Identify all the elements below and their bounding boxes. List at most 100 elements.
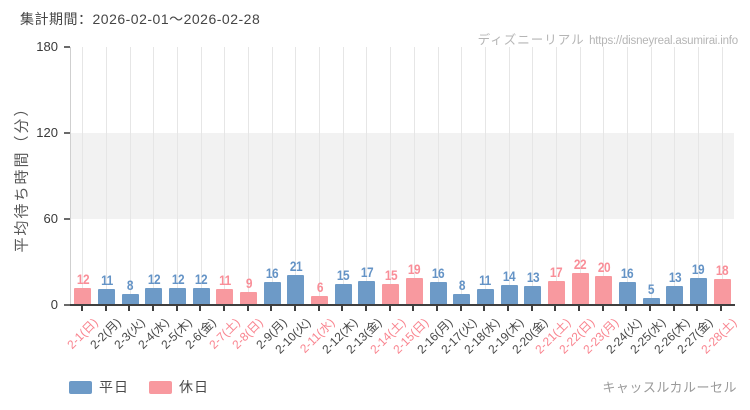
legend-label: 休日	[179, 379, 209, 395]
bar	[121, 293, 139, 305]
gridline	[319, 47, 321, 305]
bar-value-label: 16	[266, 266, 279, 282]
gridline	[106, 47, 108, 305]
gridline	[532, 47, 534, 305]
gridline	[603, 47, 605, 305]
bar	[476, 289, 494, 305]
x-tick-mark	[649, 306, 652, 311]
x-tick-mark	[578, 306, 581, 311]
bar-value-label: 17	[550, 264, 563, 280]
x-tick-mark	[104, 306, 107, 311]
bar	[595, 276, 613, 305]
x-tick-mark	[80, 306, 83, 311]
gridline	[508, 47, 510, 305]
period-label: 集計期間：2026-02-01～2026-02-28	[20, 11, 261, 27]
x-tick-mark	[246, 306, 249, 311]
bar-value-label: 12	[171, 271, 184, 287]
legend-swatch	[69, 380, 92, 394]
legend: 平日 休日	[69, 377, 209, 397]
gridline	[129, 47, 131, 305]
bar-value-label: 15	[384, 267, 397, 283]
bar	[405, 277, 423, 305]
x-tick-mark	[128, 306, 131, 311]
x-tick-mark	[601, 306, 604, 311]
bar	[74, 287, 92, 305]
x-tick-mark	[625, 306, 628, 311]
bar	[192, 287, 210, 305]
gridline	[177, 47, 179, 305]
x-tick-mark	[293, 306, 296, 311]
bar-value-label: 11	[219, 273, 231, 289]
x-tick-mark	[720, 306, 723, 311]
gridline	[295, 47, 297, 305]
bar	[642, 297, 660, 305]
gridline	[200, 47, 202, 305]
gridline	[342, 47, 344, 305]
x-tick-mark	[341, 306, 344, 311]
bar	[571, 273, 589, 305]
bar-value-label: 16	[621, 266, 634, 282]
bar-value-label: 13	[526, 270, 540, 286]
x-tick-mark	[151, 306, 154, 311]
gridline	[650, 47, 652, 305]
bar-value-label: 16	[431, 266, 445, 282]
gridline	[674, 47, 676, 305]
bar	[713, 279, 731, 305]
bar	[382, 283, 400, 305]
bar-value-label: 22	[573, 257, 587, 273]
bar	[453, 293, 471, 305]
x-tick-mark	[436, 306, 439, 311]
bar-value-label: 6	[316, 280, 324, 296]
gridline	[82, 47, 84, 305]
x-axis-line	[70, 304, 735, 306]
bar-value-label: 12	[76, 271, 90, 287]
bar	[263, 282, 281, 305]
bar-value-label: 21	[289, 258, 303, 274]
x-tick-mark	[672, 306, 675, 311]
gridline	[721, 47, 723, 305]
y-tick-label: 180	[36, 39, 58, 54]
bar-value-label: 12	[147, 271, 161, 287]
bar	[524, 286, 542, 305]
x-tick-mark	[175, 306, 178, 311]
bar-value-label: 13	[668, 270, 682, 286]
bar-value-label: 17	[360, 264, 374, 280]
bar-value-label: 9	[245, 276, 252, 292]
bar-value-label: 11	[479, 273, 492, 289]
bar	[98, 289, 116, 305]
gridline	[461, 47, 463, 305]
gridline	[390, 47, 392, 305]
x-tick-mark	[412, 306, 415, 311]
gridline	[437, 47, 439, 305]
gridline	[626, 47, 628, 305]
bar-value-label: 12	[195, 271, 208, 287]
bar-value-label: 8	[458, 277, 466, 293]
legend-item: 平日	[69, 377, 129, 397]
y-tick-label: 120	[36, 125, 58, 140]
x-tick-mark	[388, 306, 391, 311]
gridline	[271, 47, 273, 305]
bar	[500, 284, 518, 305]
x-tick-mark	[530, 306, 533, 311]
bar-value-label: 15	[337, 267, 350, 283]
watermark: ディズニーリアル https://disneyreal.asumirai.inf…	[478, 29, 739, 49]
y-axis-title: 平均待ち時間（分）	[13, 99, 31, 253]
legend-swatch	[149, 380, 172, 394]
bar	[618, 282, 636, 305]
legend-item: 休日	[149, 377, 209, 397]
bar-value-label: 20	[597, 260, 611, 276]
bar-value-label: 11	[100, 273, 113, 289]
x-tick-mark	[222, 306, 225, 311]
gridline	[248, 47, 250, 305]
x-tick-mark	[483, 306, 486, 311]
bar	[240, 292, 258, 305]
gridline	[555, 47, 557, 305]
y-tick-mark	[64, 218, 70, 220]
bar	[145, 287, 163, 305]
gridline	[579, 47, 581, 305]
attraction-name: キャッスルカルーセル	[602, 380, 737, 395]
bar-value-label: 18	[715, 263, 729, 279]
x-tick-mark	[554, 306, 557, 311]
bar	[666, 286, 684, 305]
